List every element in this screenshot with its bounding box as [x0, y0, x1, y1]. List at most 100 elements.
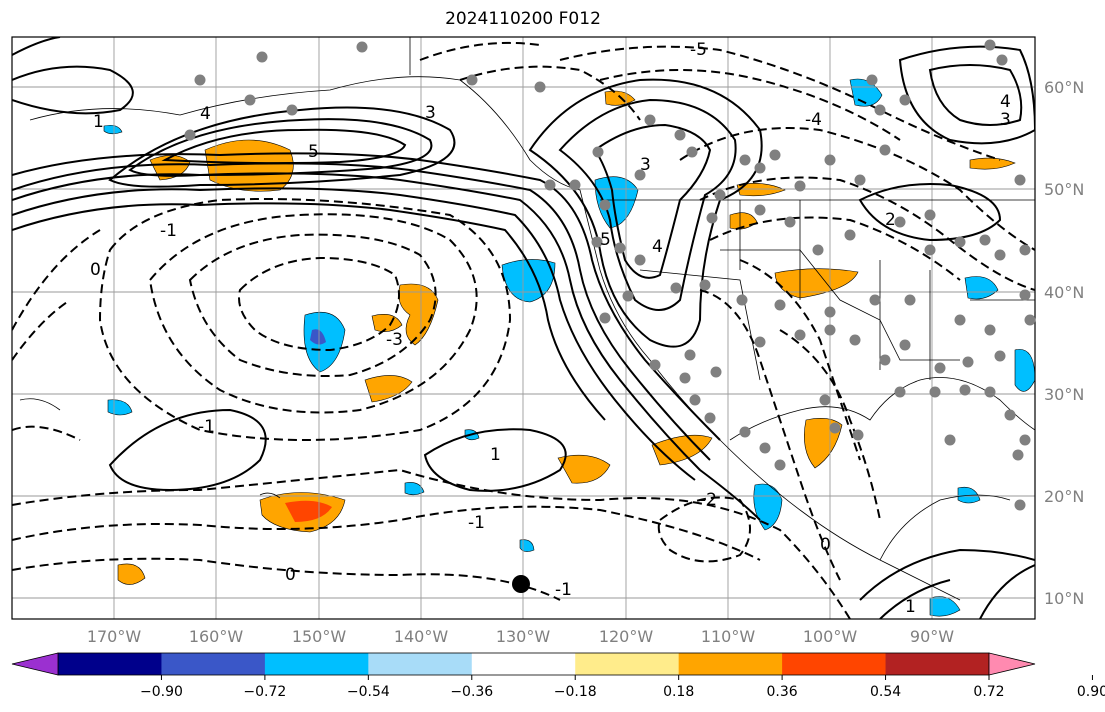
colorbar-tick-label: −0.18	[554, 684, 597, 700]
station-dot	[824, 324, 836, 336]
station-dot	[739, 154, 751, 166]
station-dot	[1014, 174, 1026, 186]
station-dot	[879, 144, 891, 156]
contour-label: 5	[600, 230, 611, 250]
station-dot	[714, 189, 726, 201]
colorbar-tick-label: 0.72	[973, 684, 1004, 700]
station-dot	[599, 199, 611, 211]
contour-label: -2	[700, 490, 717, 510]
station-dot	[829, 422, 841, 434]
contour-label: 1	[93, 112, 104, 132]
station-dot	[356, 41, 368, 53]
colorbar: −0.90 −0.72 −0.54 −0.36 −0.18 0.18 0.36 0.54 0.7…	[11, 652, 1105, 700]
station-dot	[592, 146, 604, 158]
station-dot	[879, 354, 891, 366]
station-dot	[194, 74, 206, 86]
contour-label: 0	[90, 260, 101, 280]
contour-label: -1	[555, 580, 572, 600]
station-dot	[1019, 434, 1031, 446]
station-dot	[706, 212, 718, 224]
colorbar-ticks: −0.90 −0.72 −0.54 −0.36 −0.18 0.18 0.36 0.54 0.7…	[140, 675, 1105, 700]
colorbar-tick-label: 0.54	[870, 684, 901, 700]
contour-label: -3	[386, 330, 403, 350]
station-dot	[634, 254, 646, 266]
station-dot	[844, 229, 856, 241]
station-dot	[644, 114, 656, 126]
station-dot	[244, 94, 256, 106]
station-dot	[924, 209, 936, 221]
colorbar-segment	[885, 653, 990, 675]
station-dot	[904, 294, 916, 306]
contour-label: 4	[652, 237, 663, 257]
colorbar-segment	[368, 653, 473, 675]
contour-label: 2	[885, 210, 896, 230]
station-dot	[852, 429, 864, 441]
colorbar-tick-label: −0.36	[450, 684, 493, 700]
station-dot	[622, 290, 634, 302]
dashed-contours	[12, 41, 1035, 619]
station-dot	[634, 169, 646, 181]
station-dot	[984, 39, 996, 51]
lon-label: 160°W	[189, 627, 244, 646]
colorbar-segment	[471, 653, 576, 675]
station-dot	[769, 149, 781, 161]
station-dot	[899, 94, 911, 106]
colorbar-tick-label: 0.36	[767, 684, 798, 700]
station-dot	[286, 104, 298, 116]
station-dot	[670, 282, 682, 294]
lon-label: 130°W	[496, 627, 551, 646]
lon-label: 100°W	[803, 627, 858, 646]
lon-label: 120°W	[599, 627, 654, 646]
lat-label: 20°N	[1044, 487, 1084, 506]
station-dot	[954, 236, 966, 248]
contour-label: 3	[425, 103, 436, 123]
station-dot	[899, 339, 911, 351]
station-dot	[736, 294, 748, 306]
station-dot	[1024, 314, 1036, 326]
station-dot	[1012, 449, 1024, 461]
coastlines	[19, 37, 1035, 601]
contour-label: 3	[640, 155, 651, 175]
colorbar-extend-high	[988, 652, 1036, 676]
station-dot	[754, 204, 766, 216]
station-dot	[994, 350, 1006, 362]
station-dot	[979, 234, 991, 246]
contour-label: 3	[1000, 110, 1011, 130]
station-dot	[674, 129, 686, 141]
station-dot	[534, 81, 546, 93]
contour-label: -1	[198, 417, 215, 437]
colorbar-segments	[57, 652, 990, 676]
contour-labels: 5 4 3 1 -1 -3 1 -1 -1 -2 3 4 5 2 4 3 1 0…	[90, 40, 1011, 617]
station-dot	[819, 394, 831, 406]
station-dot	[894, 386, 906, 398]
colorbar-segment	[575, 653, 680, 675]
station-dot	[994, 249, 1006, 261]
lat-label: 60°N	[1044, 78, 1084, 97]
station-dots	[184, 39, 1036, 511]
station-dot	[591, 236, 603, 248]
longitude-labels: 170°W 160°W 150°W 140°W 130°W 120°W 110°…	[87, 627, 954, 646]
station-dot	[774, 459, 786, 471]
lon-label: 90°W	[910, 627, 954, 646]
contour-label: 0	[820, 535, 831, 555]
station-dot	[824, 306, 836, 318]
contour-label: 4	[1000, 92, 1011, 112]
station-dot	[934, 362, 946, 374]
station-dot	[684, 349, 696, 361]
station-dot	[544, 179, 556, 191]
station-dot	[599, 312, 611, 324]
contour-label: 0	[285, 565, 296, 585]
lon-label: 140°W	[394, 627, 449, 646]
colorbar-tick-label: −0.72	[243, 684, 286, 700]
contour-label: -4	[805, 110, 822, 130]
station-dot	[614, 242, 626, 254]
lon-label: 170°W	[87, 627, 142, 646]
station-dot	[710, 366, 722, 378]
contour-label: 4	[200, 104, 211, 124]
station-dot	[784, 216, 796, 228]
lon-label: 110°W	[701, 627, 756, 646]
station-dot	[774, 299, 786, 311]
colorbar-tick-label: 0.90	[1077, 684, 1105, 700]
station-dot	[1019, 289, 1031, 301]
station-dot	[256, 51, 268, 63]
